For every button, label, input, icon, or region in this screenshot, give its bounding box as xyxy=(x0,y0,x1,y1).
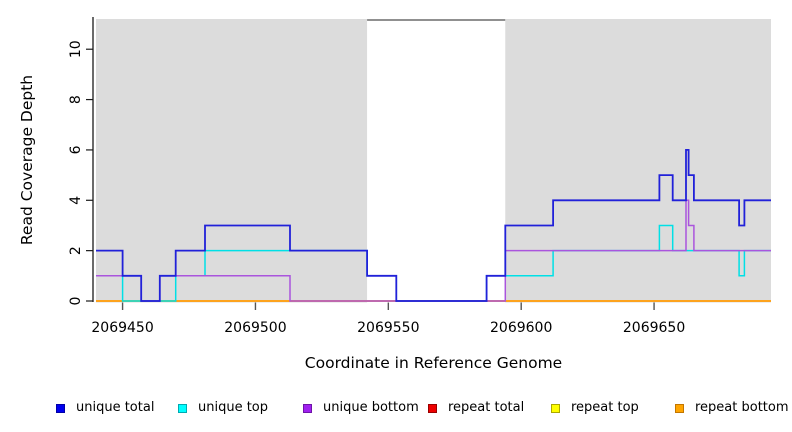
legend-label: repeat top xyxy=(571,400,639,415)
legend-swatch-unique-total xyxy=(56,403,65,413)
x-axis-title: Coordinate in Reference Genome xyxy=(304,354,563,372)
legend-label: unique bottom xyxy=(323,400,419,415)
legend-label: unique top xyxy=(198,400,269,415)
x-tick-label: 2069650 xyxy=(623,320,685,336)
x-tick-label: 2069500 xyxy=(224,320,286,336)
y-tick-label: 2 xyxy=(68,246,84,255)
y-axis-title: Read Coverage Depth xyxy=(18,74,36,246)
legend-swatch-repeat-top xyxy=(551,403,560,413)
legend-item-repeat-bottom: repeat bottom xyxy=(675,399,789,417)
y-tick-label: 10 xyxy=(68,40,84,58)
x-tick-label: 2069550 xyxy=(357,320,419,336)
legend-item-unique-top: unique top xyxy=(178,399,268,417)
legend-label: repeat total xyxy=(448,400,525,415)
legend-item-unique-total: unique total xyxy=(56,399,154,417)
legend-label: unique total xyxy=(76,400,155,415)
y-tick-label: 4 xyxy=(68,196,84,205)
legend-label: repeat bottom xyxy=(695,400,789,415)
legend-item-unique-bottom: unique bottom xyxy=(303,399,419,417)
legend: unique total unique top unique bottom repea… xyxy=(0,399,792,419)
legend-swatch-unique-top xyxy=(178,403,187,413)
y-tick-label: 0 xyxy=(68,297,84,306)
legend-swatch-repeat-total xyxy=(428,403,437,413)
shaded-region xyxy=(96,19,368,303)
y-tick-label: 6 xyxy=(68,145,84,154)
shaded-region xyxy=(505,19,771,303)
x-tick-label: 2069600 xyxy=(490,320,552,336)
legend-swatch-unique-bottom xyxy=(303,403,312,413)
legend-swatch-repeat-bottom xyxy=(675,403,684,413)
series-line-unique-total xyxy=(96,149,771,302)
legend-item-repeat-total: repeat total xyxy=(428,399,524,417)
x-tick-label: 2069450 xyxy=(91,320,153,336)
legend-item-repeat-top: repeat top xyxy=(551,399,639,417)
plot-svg: 0 2 4 6 8 10 2069450 2069500 2069550 2069600 20696… xyxy=(68,17,771,336)
y-tick-label: 8 xyxy=(68,95,84,104)
